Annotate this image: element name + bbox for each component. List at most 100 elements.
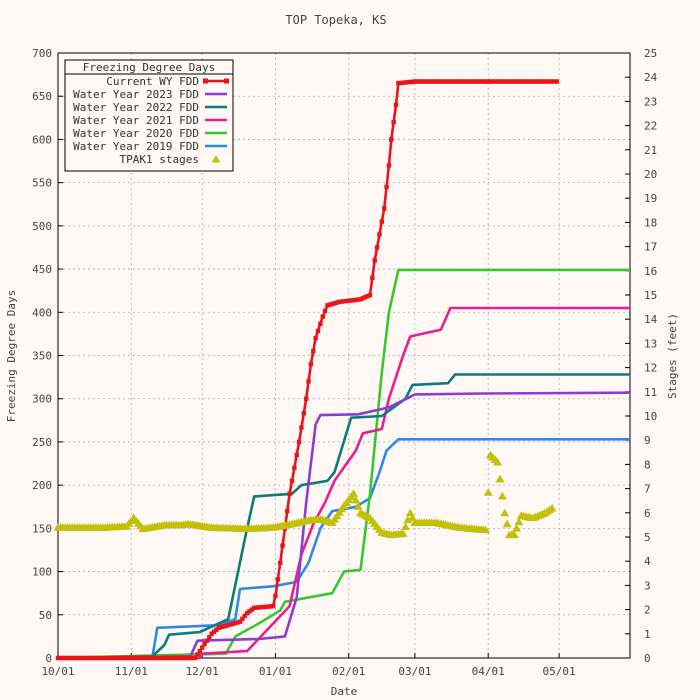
- series-marker: [202, 641, 207, 647]
- series-marker: [121, 655, 127, 661]
- series-marker: [344, 298, 349, 304]
- series-marker: [114, 655, 120, 661]
- series-marker: [339, 299, 344, 304]
- series-marker: [351, 297, 356, 303]
- series-marker: [481, 79, 486, 84]
- series-marker: [60, 655, 65, 661]
- series-marker: [183, 655, 188, 661]
- series-marker: [105, 655, 110, 661]
- y-tick-label: 300: [32, 393, 52, 406]
- series-line: [57, 391, 631, 660]
- series-marker: [485, 79, 491, 84]
- series-marker: [98, 655, 103, 661]
- series-marker: [372, 258, 377, 263]
- series-marker: [65, 655, 70, 661]
- series-marker: [493, 79, 498, 84]
- y-tick-label: 150: [32, 522, 52, 535]
- y2-tick-label: 9: [644, 434, 651, 447]
- y-axis-title: Freezing Degree Days: [5, 290, 18, 422]
- y-tick-label: 450: [32, 263, 52, 276]
- y2-tick-label: 23: [644, 95, 657, 108]
- series-marker: [320, 314, 325, 319]
- series-marker: [523, 79, 529, 84]
- series-marker: [545, 79, 550, 84]
- series-marker: [237, 619, 243, 624]
- series-marker: [521, 79, 526, 84]
- series-marker: [95, 655, 101, 661]
- legend-label: Water Year 2023 FDD: [73, 88, 199, 101]
- y2-tick-label: 16: [644, 265, 657, 278]
- series-marker: [533, 79, 538, 84]
- series-marker: [223, 623, 229, 629]
- stage-marker: [500, 508, 510, 517]
- series-marker: [516, 79, 522, 84]
- legend-label: Water Year 2022 FDD: [73, 101, 199, 114]
- series-marker: [327, 302, 333, 307]
- stage-marker: [403, 515, 413, 524]
- series-marker: [318, 321, 323, 327]
- series-marker: [528, 79, 533, 84]
- series-marker: [145, 655, 151, 661]
- legend-swatch-marker: [224, 78, 229, 84]
- series-marker: [199, 645, 205, 650]
- series-marker: [537, 79, 543, 84]
- series-marker: [337, 299, 342, 305]
- series-marker: [209, 631, 214, 636]
- series-marker: [400, 80, 406, 85]
- series-marker: [422, 79, 427, 84]
- series-marker: [495, 79, 500, 84]
- series-marker: [365, 293, 370, 299]
- x-tick-label: 11/01: [115, 665, 148, 678]
- series-marker: [136, 655, 141, 661]
- stage-marker: [349, 489, 358, 497]
- y2-tick-label: 8: [644, 458, 651, 471]
- series-marker: [443, 79, 448, 84]
- y2-tick-label: 6: [644, 507, 651, 520]
- legend-label: Current WY FDD: [106, 75, 199, 88]
- series-marker: [81, 655, 87, 661]
- stage-marker: [351, 495, 361, 504]
- stage-marker: [401, 522, 410, 530]
- legend-title: Freezing Degree Days: [83, 61, 215, 74]
- y2-tick-label: 10: [644, 410, 657, 423]
- series-marker: [299, 425, 304, 430]
- y2-tick-label: 3: [644, 579, 651, 592]
- series-marker: [363, 294, 368, 300]
- series-marker: [292, 465, 297, 471]
- series-line: [57, 437, 630, 660]
- series-marker: [263, 604, 269, 609]
- series-marker: [190, 655, 195, 661]
- y2-tick-label: 4: [644, 555, 651, 568]
- series-marker: [313, 336, 318, 341]
- y-tick-label: 50: [39, 609, 52, 622]
- series-marker: [552, 79, 557, 84]
- series-marker: [507, 79, 512, 84]
- stage-marker: [497, 491, 507, 500]
- y-tick-label: 100: [32, 566, 52, 579]
- series-marker: [504, 79, 510, 84]
- series-marker: [389, 137, 394, 142]
- series-marker: [273, 593, 278, 598]
- series-marker: [280, 543, 285, 548]
- series-marker: [332, 301, 337, 306]
- series-marker: [334, 300, 340, 305]
- series-marker: [256, 605, 262, 610]
- series-marker: [547, 79, 552, 84]
- series-marker: [138, 655, 143, 661]
- series-marker: [150, 655, 155, 661]
- series-marker: [93, 655, 99, 661]
- series-marker: [471, 79, 477, 84]
- y-tick-label: 200: [32, 479, 52, 492]
- y2-tick-label: 17: [644, 241, 657, 254]
- y-tick-label: 0: [45, 652, 52, 665]
- series-marker: [192, 655, 198, 661]
- series-marker: [374, 245, 380, 250]
- series-marker: [301, 410, 307, 416]
- series-marker: [419, 79, 425, 84]
- series-marker: [110, 655, 115, 661]
- series-marker: [415, 79, 420, 84]
- series-marker: [433, 79, 439, 84]
- series-marker: [438, 79, 444, 84]
- series-marker: [488, 79, 493, 84]
